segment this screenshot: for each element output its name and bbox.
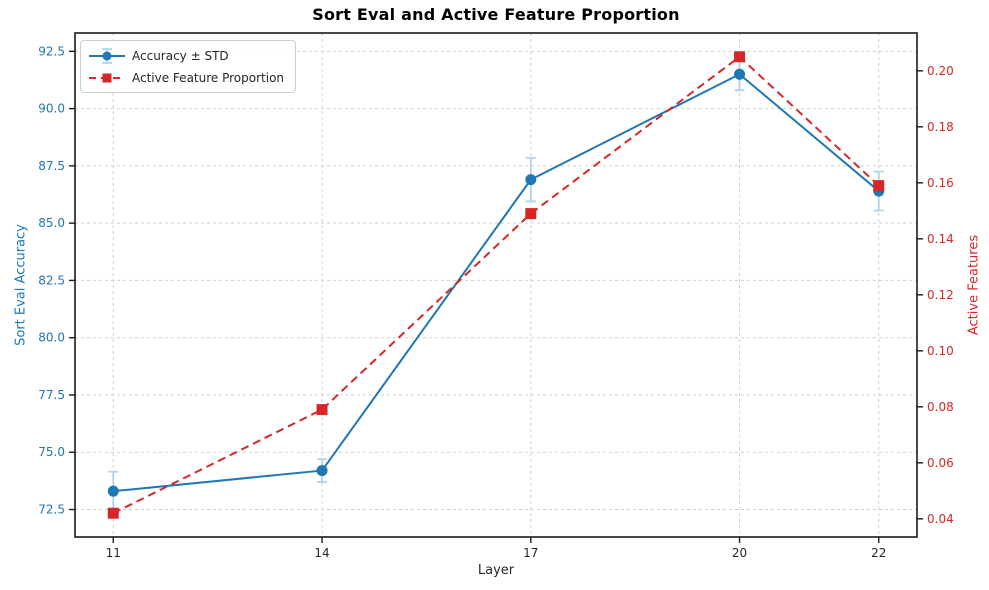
right-tick-label: 0.12 bbox=[927, 288, 954, 302]
dashed-square-marker-icon bbox=[89, 73, 125, 82]
right-tick-label: 0.06 bbox=[927, 456, 954, 470]
left-tick-label: 75.0 bbox=[38, 445, 65, 459]
legend: Accuracy ± STD Active Feature Proportion bbox=[80, 40, 297, 93]
right-tick-label: 0.16 bbox=[927, 176, 954, 190]
right-axis-label: Active Features bbox=[966, 234, 982, 336]
accuracy-point bbox=[525, 174, 537, 186]
accuracy-line bbox=[113, 73, 880, 493]
x-tick-label: 20 bbox=[732, 546, 747, 560]
left-tick-label: 72.5 bbox=[38, 503, 65, 517]
plot-border bbox=[74, 32, 918, 538]
errorbar-circle-marker-icon bbox=[89, 47, 125, 64]
legend-item-accuracy: Accuracy ± STD bbox=[88, 46, 284, 65]
active-feature-point bbox=[734, 51, 746, 63]
x-tick-label: 14 bbox=[314, 546, 329, 560]
glyph-square bbox=[102, 73, 112, 82]
left-tick-label: 82.5 bbox=[38, 273, 65, 287]
tick-labels: 72.5 75.0 77.5 80.0 82.5 85.0 87.5 90.0 92.5 0.04… bbox=[38, 44, 953, 560]
right-tick-label: 0.10 bbox=[927, 344, 954, 358]
active-feature-point bbox=[873, 180, 885, 192]
active-feature-line bbox=[112, 55, 880, 515]
left-tick-label: 77.5 bbox=[38, 388, 65, 402]
x-axis-label: Layer bbox=[477, 563, 515, 578]
right-tick-label: 0.08 bbox=[927, 400, 954, 414]
x-tick-label: 11 bbox=[106, 546, 121, 560]
accuracy-point bbox=[734, 68, 746, 80]
tick-marks bbox=[69, 50, 923, 543]
legend-item-active-features: Active Feature Proportion bbox=[88, 68, 284, 87]
left-tick-label: 92.5 bbox=[38, 44, 65, 58]
chart-title: Sort Eval and Active Feature Proportion bbox=[312, 5, 680, 24]
legend-label-accuracy: Accuracy ± STD bbox=[132, 48, 229, 63]
x-tick-label: 22 bbox=[871, 546, 886, 560]
left-tick-label: 90.0 bbox=[38, 102, 65, 116]
left-tick-label: 87.5 bbox=[38, 159, 65, 173]
accuracy-point bbox=[316, 465, 328, 477]
right-tick-label: 0.18 bbox=[927, 120, 954, 134]
glyph-circle bbox=[102, 51, 112, 60]
legend-label-active-features: Active Feature Proportion bbox=[132, 70, 285, 85]
active-feature-point bbox=[316, 404, 328, 416]
left-axis-label: Sort Eval Accuracy bbox=[13, 224, 29, 346]
left-tick-label: 80.0 bbox=[38, 331, 65, 345]
active-feature-point bbox=[107, 507, 119, 519]
left-tick-label: 85.0 bbox=[38, 216, 65, 230]
grid bbox=[75, 33, 917, 537]
x-tick-label: 17 bbox=[523, 546, 538, 560]
right-tick-label: 0.20 bbox=[927, 64, 954, 78]
active-feature-point bbox=[525, 208, 537, 220]
accuracy-error-bars bbox=[108, 57, 884, 512]
accuracy-point bbox=[107, 485, 119, 497]
right-tick-label: 0.14 bbox=[927, 232, 954, 246]
right-tick-label: 0.04 bbox=[927, 512, 954, 526]
